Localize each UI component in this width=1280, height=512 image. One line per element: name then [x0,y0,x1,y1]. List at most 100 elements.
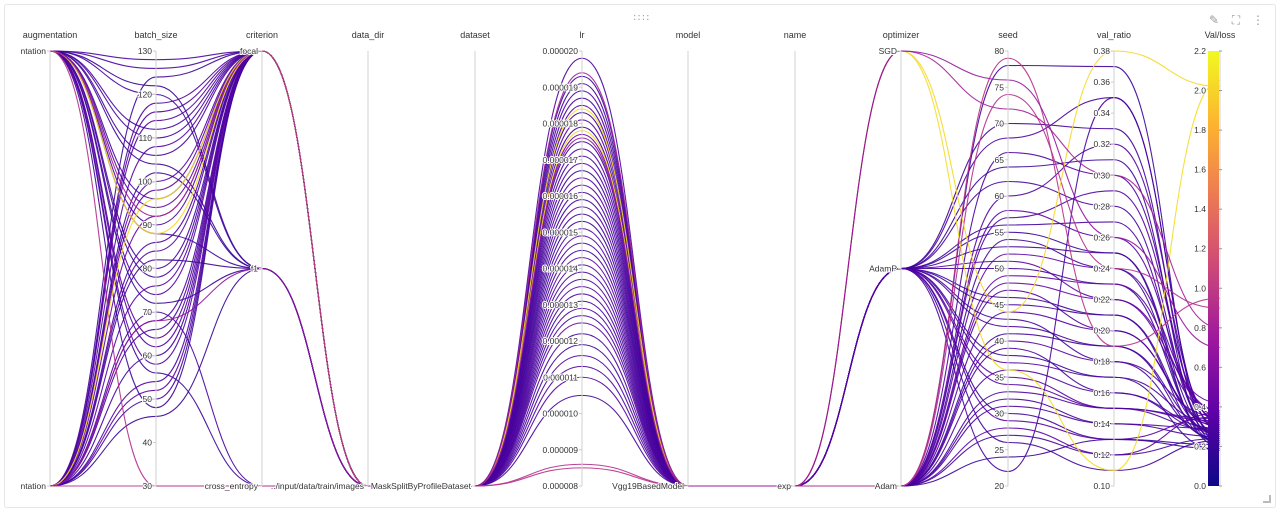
axis-tick-label: 35 [995,372,1005,382]
axis-tick-label: 0.000019 [543,82,579,92]
run-line-23[interactable] [49,50,1221,487]
axis-tick-label: ntation [20,481,46,491]
axis-tick-label: 80 [143,264,153,274]
run-line-33[interactable] [49,50,1221,487]
axis-tick-label: Adam [875,481,897,491]
run-line-31[interactable] [49,50,1221,487]
run-line-39[interactable] [49,50,1221,487]
axis-tick-label: 40 [143,438,153,448]
axis-tick-label: 40 [995,336,1005,346]
colorbar-tick-label: 0.2 [1194,441,1206,451]
axis-title: criterion [246,30,278,40]
axis-batch_size: batch_size 130 120 110 100 90 80 70 60 50 40 30 [134,30,177,492]
axis-tick-label: 0.16 [1093,388,1110,398]
axis-title: val_ratio [1097,30,1131,40]
axis-tick-label: 0.000013 [543,300,579,310]
axis-tick-label: 0.000017 [543,155,579,165]
axis-tick-label: ../input/data/train/images [271,481,364,491]
axis-tick-label: 55 [995,227,1005,237]
axis-tick-label: 30 [995,409,1005,419]
axis-title: dataset [460,30,490,40]
axis-data_dir: data_dir ../input/data/train/images [270,30,384,492]
axis-title: model [676,30,701,40]
axis-tick-label: 70 [995,119,1005,129]
axis-title: name [784,30,807,40]
axis-tick-label: 45 [995,300,1005,310]
colorbar-tick-label: 0.4 [1194,402,1206,412]
colorbar-tick-label: 2.2 [1194,46,1206,56]
axis-tick-label: 25 [995,445,1005,455]
axis-tick-label: 0.000008 [543,481,579,491]
axis-tick-label: 50 [143,394,153,404]
axis-tick-label: 0.22 [1093,295,1110,305]
axis-tick-label: exp [777,481,791,491]
axis-val_ratio: val_ratio 0.38 0.36 0.34 0.32 0.30 0.28 0.26 0.2… [1092,30,1131,492]
axis-tick-label: 0.000016 [543,191,579,201]
axis-tick-label: 0.000010 [543,409,579,419]
axis-tick-label: 0.12 [1093,450,1110,460]
axis-tick-label: 60 [995,191,1005,201]
axis-tick-label: AdamP [869,264,897,274]
colorbar-tick-label: 1.6 [1194,165,1206,175]
axis-title: seed [998,30,1018,40]
drag-handle-icon[interactable]: :::: [633,12,651,23]
pencil-icon[interactable]: ✎ [1208,13,1220,27]
axis-tick-label: 130 [138,46,152,56]
axis-tick-label: 90 [143,220,153,230]
axis-val_loss: Val/loss [1205,30,1236,486]
run-line-41[interactable] [49,50,1221,487]
run-line-35[interactable] [49,50,1221,487]
axis-title: optimizer [883,30,920,40]
panel-toolbar: ✎ ⛶ ⋮ [1207,12,1265,28]
axis-tick-label: 0.30 [1093,170,1110,180]
axis-tick-label: 110 [138,133,152,143]
axis-tick-label: 0.000018 [543,119,579,129]
axes: augmentation ntation ntation batch_size 130 1… [19,30,1236,492]
axis-tick-label: 0.24 [1093,264,1110,274]
axis-tick-label: 0.10 [1093,481,1110,491]
run-line-40[interactable] [49,50,1221,487]
resize-grip-icon[interactable] [1263,495,1271,503]
colorbar-tick-label: 0.8 [1194,323,1206,333]
colorbar-tick-label: 1.8 [1194,125,1206,135]
axis-title: augmentation [23,30,78,40]
axis-tick-label: 0.000015 [543,227,579,237]
fullscreen-icon[interactable]: ⛶ [1231,12,1241,27]
colorbar-tick-label: 1.0 [1194,283,1206,293]
run-line-38[interactable] [49,50,1221,487]
axis-dataset: dataset MaskSplitByProfileDataset [370,30,490,492]
axis-tick-label: 0.000012 [543,336,579,346]
axis-tick-label: 0.38 [1093,46,1110,56]
axis-tick-label: 80 [995,46,1005,56]
axis-tick-label: 50 [995,264,1005,274]
axis-tick-label: 0.000014 [543,264,579,274]
axis-tick-label: 0.14 [1093,419,1110,429]
axis-tick-label: 0.000011 [543,372,578,382]
axis-tick-label: MaskSplitByProfileDataset [371,481,472,491]
colorbar-tick-label: 1.4 [1194,204,1206,214]
run-line-18[interactable] [49,50,1221,487]
axis-lr: lr0.000020 0.000019 0.000018 0.000017 0.0000… [542,30,585,492]
axis-tick-label: 0.000020 [543,46,579,56]
axis-tick-label: 0.34 [1093,108,1110,118]
axis-tick-label: 0.26 [1093,232,1110,242]
run-line-16[interactable] [49,50,1221,487]
axis-tick-label: 0.20 [1093,326,1110,336]
axis-name: name exp [776,30,807,492]
axis-tick-label: focal [240,46,258,56]
kebab-menu-icon[interactable]: ⋮ [1252,13,1264,27]
axis-tick-label: ntation [20,46,46,56]
axis-tick-label: SGD [879,46,897,56]
axis-tick-label: 30 [143,481,153,491]
axis-tick-label: 100 [138,177,152,187]
colorbar-tick-label: 1.2 [1194,244,1206,254]
axis-tick-label: 0.000009 [543,445,579,455]
run-line-14[interactable] [49,50,1221,487]
colorbar-tick-label: 0.6 [1194,362,1206,372]
axis-tick-label: 65 [995,155,1005,165]
axis-tick-label: 0.32 [1093,139,1110,149]
colorbar-tick-label: 2.0 [1194,86,1206,96]
axis-title: batch_size [134,30,177,40]
run-line-11[interactable] [49,50,1221,487]
